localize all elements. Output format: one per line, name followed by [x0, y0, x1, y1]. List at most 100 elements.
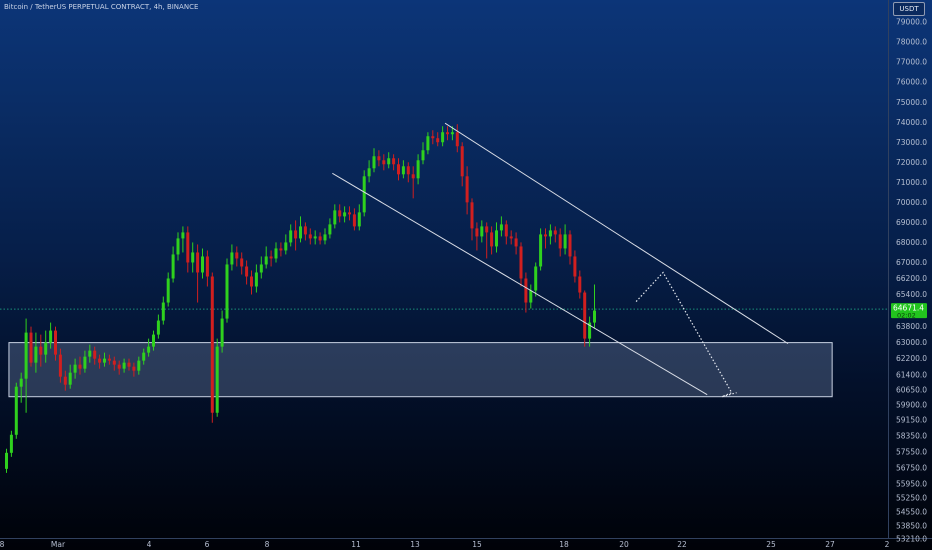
- candle-body: [201, 256, 204, 273]
- candle-body: [78, 364, 82, 369]
- candle-body: [421, 150, 425, 161]
- candle-body: [14, 386, 18, 435]
- candle-body: [279, 248, 283, 251]
- candle-body: [58, 354, 62, 377]
- candle-body: [328, 224, 332, 235]
- candle-body: [436, 138, 440, 143]
- x-tick-label: 13: [410, 540, 420, 549]
- candle-body: [137, 360, 141, 371]
- candle-body: [558, 234, 562, 249]
- currency-badge[interactable]: USDT: [893, 2, 925, 16]
- candle-body: [132, 366, 136, 371]
- candle-body: [416, 160, 420, 179]
- candle-body: [29, 332, 33, 363]
- candle-body: [88, 350, 92, 357]
- candle-body: [593, 310, 596, 323]
- y-tick-label: 62200.0: [896, 354, 927, 363]
- y-tick-label: 53850.0: [896, 522, 927, 531]
- candle-body: [107, 358, 111, 361]
- y-tick-label: 61400.0: [896, 370, 927, 379]
- candle-body: [54, 330, 57, 355]
- candle-body: [186, 232, 190, 263]
- y-tick-label: 72000.0: [896, 158, 927, 167]
- candle-body: [161, 302, 165, 321]
- candle-layer: [0, 124, 888, 473]
- channel-upper-line: [444, 122, 789, 345]
- candle-body: [499, 224, 503, 231]
- candle-body: [205, 256, 209, 277]
- candle-body: [210, 276, 214, 413]
- x-tick-label: 8: [265, 540, 270, 549]
- candle-body: [573, 256, 577, 277]
- candle-body: [446, 132, 449, 135]
- x-tick-label: 27: [825, 540, 835, 549]
- y-tick-label: 75000.0: [896, 98, 927, 107]
- candle-body: [171, 254, 175, 279]
- candle-body: [318, 236, 322, 241]
- y-tick-label: 66200.0: [896, 274, 927, 283]
- x-tick-label: 20: [619, 540, 629, 549]
- candle-body: [588, 322, 592, 339]
- candle-body: [431, 136, 435, 139]
- candle-body: [485, 226, 489, 233]
- candle-body: [225, 264, 229, 319]
- candle-body: [411, 174, 415, 179]
- candle-body: [215, 346, 219, 413]
- y-tick-label: 65400.0: [896, 290, 927, 299]
- current-price-label-bg: [891, 303, 927, 319]
- candle-body: [480, 226, 484, 237]
- candle-body: [397, 164, 400, 175]
- drawing-layer: [332, 122, 789, 398]
- candle-body: [323, 234, 327, 241]
- candle-body: [181, 232, 185, 239]
- x-tick-label: 2: [885, 540, 890, 549]
- candle-body: [176, 238, 180, 255]
- candle-body: [49, 330, 53, 343]
- candle-body: [73, 364, 77, 373]
- candle-body: [338, 210, 342, 217]
- current-price-countdown: 02:02: [897, 312, 916, 320]
- candle-body: [392, 158, 396, 165]
- candle-body: [583, 292, 587, 339]
- candle-body: [303, 226, 307, 235]
- y-tick-label: 59150.0: [896, 415, 927, 424]
- candle-body: [156, 320, 160, 335]
- candle-body: [387, 158, 391, 165]
- candle-body: [441, 132, 445, 143]
- y-tick-label: 60650.0: [896, 385, 927, 394]
- candle-body: [103, 358, 106, 363]
- candle-body: [98, 358, 102, 363]
- candle-body: [259, 264, 263, 273]
- candle-body: [220, 318, 224, 347]
- y-tick-label: 56750.0: [896, 463, 927, 472]
- y-tick-label: 55950.0: [896, 479, 927, 488]
- x-tick-label: 4: [147, 540, 152, 549]
- candle-body: [563, 234, 567, 249]
- x-tick-label: 18: [559, 540, 569, 549]
- candle-body: [348, 212, 351, 215]
- candle-body: [289, 230, 293, 243]
- y-tick-label: 69000.0: [896, 218, 927, 227]
- candle-body: [367, 168, 371, 177]
- candle-body: [152, 334, 155, 347]
- candle-body: [127, 362, 131, 367]
- candle-body: [9, 434, 13, 453]
- candle-body: [548, 230, 552, 237]
- candle-body: [465, 176, 469, 203]
- y-tick-label: 76000.0: [896, 78, 927, 87]
- candle-body: [122, 362, 126, 369]
- candle-body: [490, 232, 494, 247]
- y-tick-label: 67000.0: [896, 258, 927, 267]
- channel-lower-line: [332, 172, 708, 396]
- candle-body: [230, 252, 234, 265]
- y-tick-label: 74000.0: [896, 118, 927, 127]
- candle-body: [250, 276, 253, 287]
- y-tick-label: 70000.0: [896, 198, 927, 207]
- candle-body: [426, 136, 430, 151]
- y-tick-label: 54550.0: [896, 508, 927, 517]
- y-tick-label: 78000.0: [896, 38, 927, 47]
- candle-body: [568, 234, 572, 257]
